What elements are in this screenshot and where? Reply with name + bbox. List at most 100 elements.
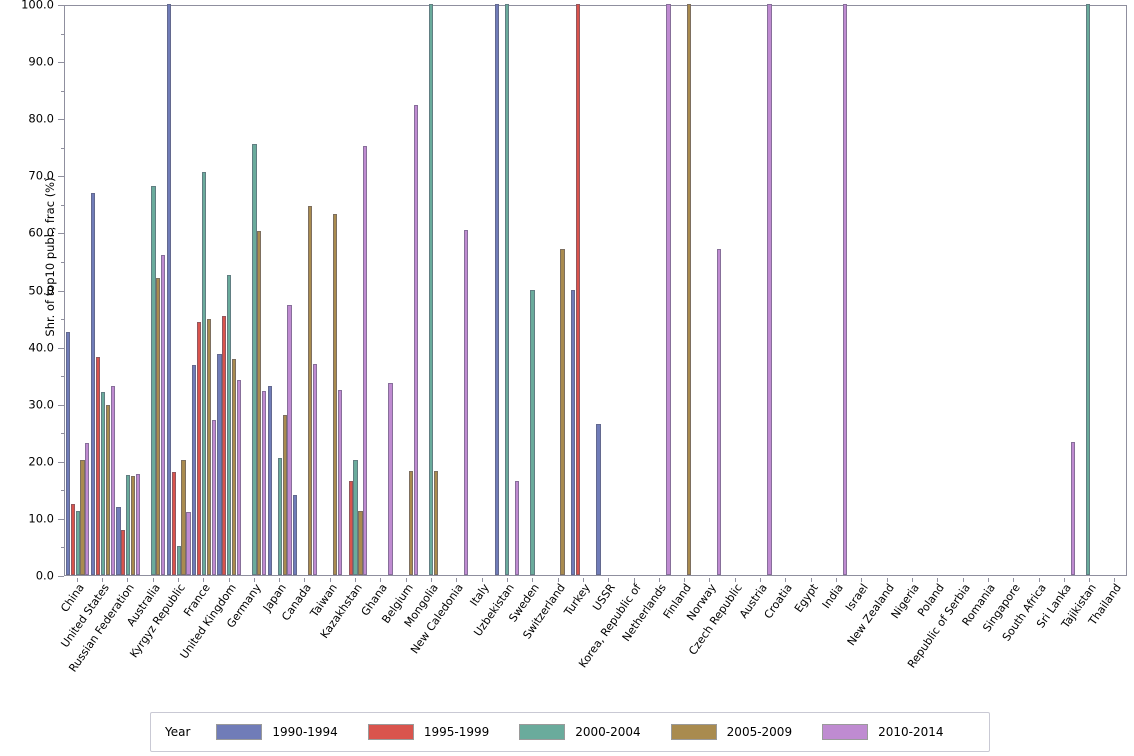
x-tick-label: India	[819, 581, 846, 611]
y-tick-label: 90.0	[28, 54, 54, 69]
y-tick-label: 80.0	[28, 111, 54, 126]
x-tick: Netherlands	[620, 578, 671, 698]
bar	[105, 404, 110, 575]
bar	[257, 230, 262, 575]
y-tick-mark	[58, 290, 64, 292]
bar-group	[444, 6, 469, 575]
bar-group	[570, 4, 595, 575]
bar	[192, 364, 197, 575]
x-tick: Canada	[280, 578, 317, 698]
bar	[307, 205, 312, 575]
x-tick-mark	[886, 578, 888, 582]
bar	[413, 105, 418, 575]
y-tick-label: 20.0	[28, 454, 54, 469]
legend-items: 1990-1994 1995-1999 2000-2004 2005-2009 2010…	[216, 724, 973, 740]
bar-group	[772, 6, 797, 575]
x-tick-mark	[987, 578, 989, 582]
bar-group	[495, 4, 520, 575]
x-tick-mark	[1013, 578, 1015, 582]
x-tick-mark	[1063, 578, 1065, 582]
x-tick-mark	[633, 578, 635, 582]
legend-swatch	[519, 724, 566, 740]
legend-swatch	[216, 724, 263, 740]
bar	[206, 319, 211, 575]
x-tick-mark	[1089, 578, 1091, 582]
x-tick-mark	[228, 578, 230, 582]
y-tick-label: 0.0	[35, 568, 54, 583]
x-tick-mark	[76, 578, 78, 582]
bar-group	[419, 4, 444, 575]
bar-group	[848, 6, 873, 575]
legend-label: 2010-2014	[878, 725, 944, 739]
bar	[530, 289, 535, 575]
bar	[388, 383, 393, 575]
x-tick: Uzbekistan	[471, 578, 519, 698]
x-tick-mark	[481, 578, 483, 582]
x-tick-mark	[127, 578, 129, 582]
bar-group	[166, 4, 191, 575]
x-tick-mark	[658, 578, 660, 582]
x-tick-mark	[355, 578, 357, 582]
bar-group	[722, 6, 747, 575]
y-minor-tick-mark	[60, 376, 64, 378]
x-tick: Republic of Serbia	[905, 578, 975, 698]
bar	[571, 289, 576, 575]
bar	[166, 4, 172, 575]
bar-group	[217, 6, 242, 575]
x-tick: Israel	[843, 578, 874, 698]
bar-group	[924, 6, 949, 575]
y-minor-tick-mark	[60, 547, 64, 549]
bar	[126, 474, 131, 575]
y-minor-tick-mark	[60, 261, 64, 263]
y-tick-mark	[58, 347, 64, 349]
x-tick: Kazakhstan	[318, 578, 367, 698]
y-tick-mark	[58, 62, 64, 64]
x-tick-mark	[937, 578, 939, 582]
x-tick: Kyrgyz Republic	[127, 578, 190, 698]
bar-group	[242, 6, 267, 575]
bar	[222, 316, 227, 575]
bar	[181, 459, 186, 575]
y-tick-mark	[58, 518, 64, 520]
x-tick: Turkey	[562, 578, 595, 698]
x-tick-mark	[810, 578, 812, 582]
x-tick: Italy	[467, 578, 494, 698]
x-tick-mark	[152, 578, 154, 582]
bar	[514, 480, 519, 575]
bar	[75, 511, 80, 575]
bar	[252, 143, 257, 575]
bar	[1086, 4, 1091, 575]
y-tick-mark	[58, 404, 64, 406]
bar	[116, 507, 121, 575]
x-tick-mark	[431, 578, 433, 582]
y-tick-label: 30.0	[28, 396, 54, 411]
x-tick: Japan	[261, 578, 292, 698]
x-tick-mark	[861, 578, 863, 582]
y-tick-label: 50.0	[28, 282, 54, 297]
bar	[560, 248, 565, 575]
y-minor-tick-mark	[60, 33, 64, 35]
x-tick: New Zealand	[844, 578, 899, 698]
bar-group	[747, 4, 772, 575]
y-minor-tick-mark	[60, 490, 64, 492]
x-tick-mark	[608, 578, 610, 582]
bar	[363, 145, 368, 575]
bar-group	[520, 6, 545, 575]
legend-label: 1990-1994	[272, 725, 338, 739]
x-tick: China	[58, 578, 89, 698]
legend-item[interactable]: 1995-1999	[367, 724, 489, 740]
x-tick: Thailand	[1087, 578, 1127, 698]
legend-item[interactable]: 2010-2014	[822, 724, 944, 740]
x-tick: Korea, Republic of	[576, 578, 646, 698]
plot-area	[64, 4, 1127, 576]
bar	[91, 193, 96, 575]
legend-item[interactable]: 1990-1994	[216, 724, 338, 740]
legend-item[interactable]: 2000-2004	[519, 724, 641, 740]
x-tick: Ghana	[359, 578, 393, 698]
legend-item[interactable]: 2005-2009	[670, 724, 792, 740]
bar	[161, 255, 166, 575]
y-minor-tick-mark	[60, 90, 64, 92]
bar-group	[697, 6, 722, 575]
x-tick-mark	[405, 578, 407, 582]
x-tick: New Caledonia	[408, 578, 469, 698]
